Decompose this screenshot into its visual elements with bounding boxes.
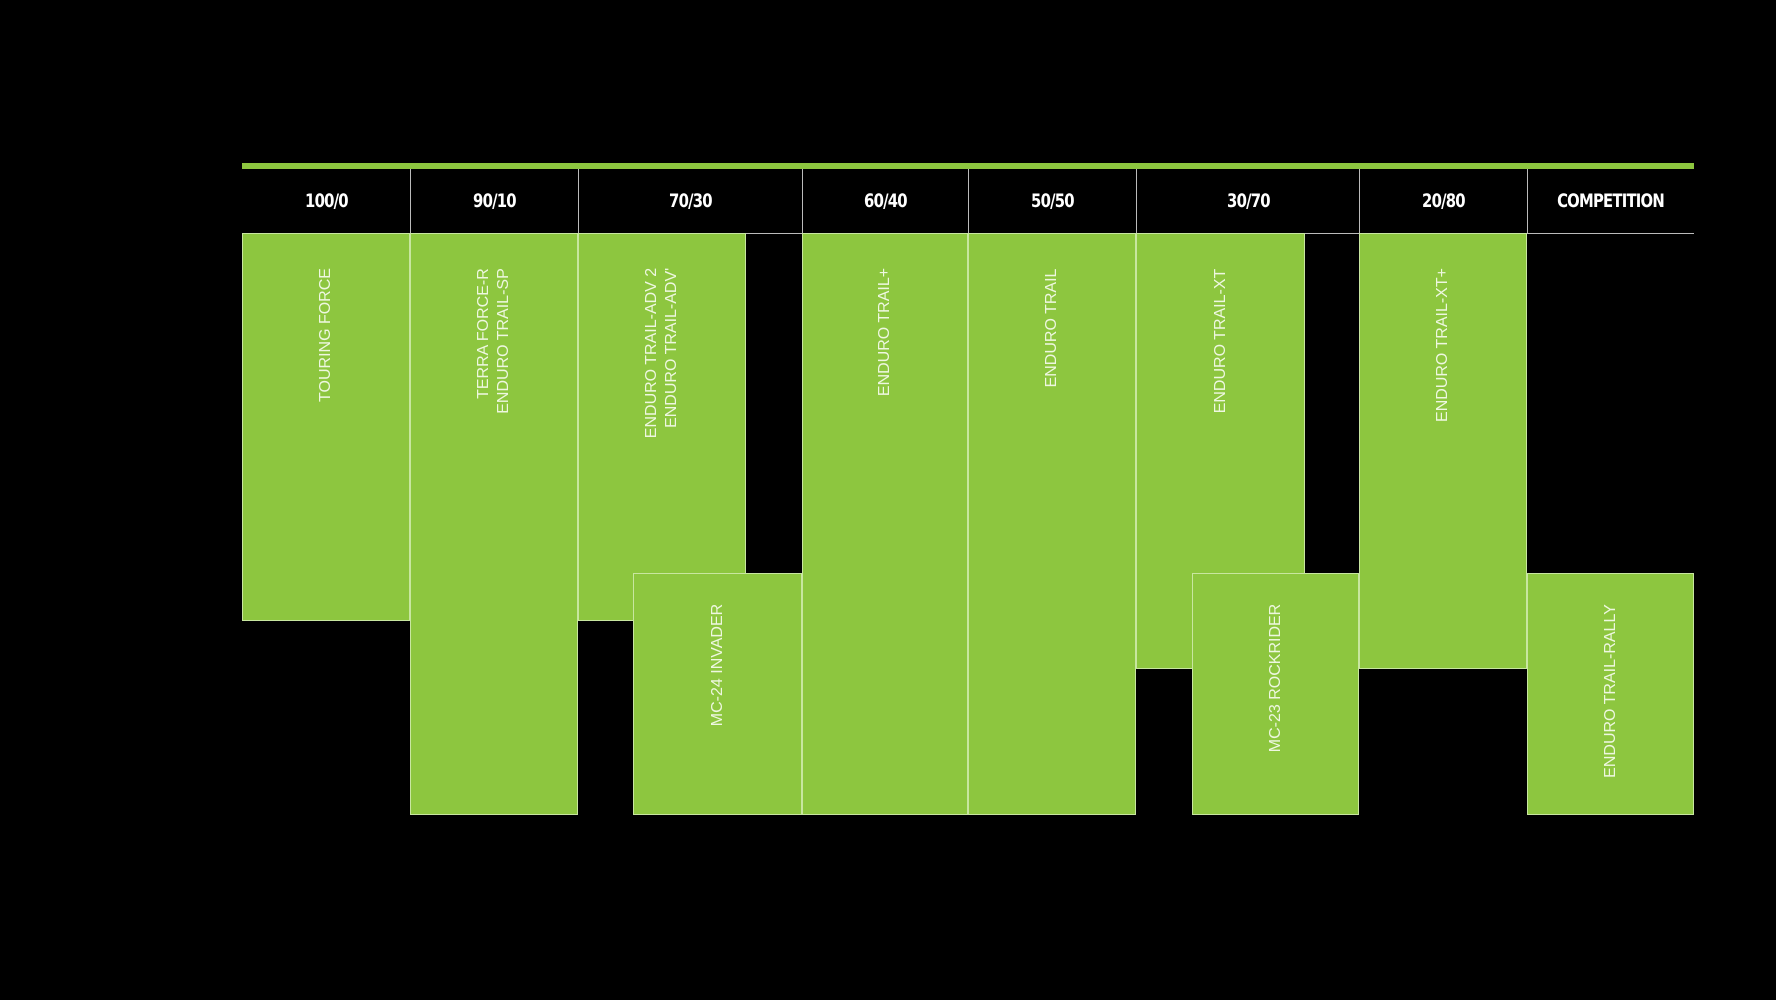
column-header: 20/80	[1359, 169, 1527, 233]
tire-block: ENDURO TRAIL-XT+	[1359, 233, 1527, 669]
column-header: 30/70	[1136, 169, 1359, 233]
tire-label: ENDURO TRAIL-XT	[1211, 268, 1229, 413]
tire-block: MC-24 INVADER	[633, 573, 802, 815]
tire-label: MC-24 INVADER	[708, 603, 726, 727]
tire-block: TOURING FORCE	[242, 233, 410, 621]
column-header: 70/30	[578, 169, 802, 233]
column-header-label: 100/0	[304, 190, 349, 212]
column-header-label: 30/70	[1226, 190, 1271, 212]
column-header: COMPETITION	[1527, 169, 1694, 233]
tire-label: TOURING FORCE	[317, 268, 334, 402]
column-header-label: 20/80	[1422, 190, 1466, 212]
header-accent-line	[242, 163, 1694, 169]
tire-block: MC-23 ROCKRIDER	[1192, 573, 1359, 815]
tire-block: ENDURO TRAIL-RALLY	[1527, 573, 1694, 815]
tire-label: TERRA FORCE-R ENDURO TRAIL-SP	[475, 268, 512, 414]
tire-block: ENDURO TRAIL-ADV 2 ENDURO TRAIL-ADV'	[578, 233, 746, 621]
tire-label: ENDURO TRAIL-ADV 2 ENDURO TRAIL-ADV'	[643, 267, 680, 439]
column-header-label: 70/30	[669, 190, 713, 212]
column-header-label: 60/40	[864, 190, 908, 212]
tire-label: ENDURO TRAIL+	[876, 267, 893, 397]
column-header: 60/40	[802, 169, 968, 233]
tire-block: TERRA FORCE-R ENDURO TRAIL-SP	[410, 233, 578, 815]
column-header: 50/50	[968, 169, 1136, 233]
tire-label: ENDURO TRAIL	[1043, 268, 1060, 387]
column-header-label: 50/50	[1031, 190, 1075, 212]
tire-label: ENDURO TRAIL-XT+	[1434, 268, 1451, 422]
column-header-label: COMPETITION	[1557, 190, 1666, 212]
column-header-label: 90/10	[473, 190, 517, 212]
tire-label: MC-23 ROCKRIDER	[1266, 603, 1284, 753]
column-header: 100/0	[242, 169, 410, 233]
tire-block: ENDURO TRAIL	[968, 233, 1136, 815]
tire-label: ENDURO TRAIL-RALLY	[1601, 604, 1619, 778]
column-header: 90/10	[410, 169, 578, 233]
tire-block: ENDURO TRAIL+	[802, 233, 968, 815]
